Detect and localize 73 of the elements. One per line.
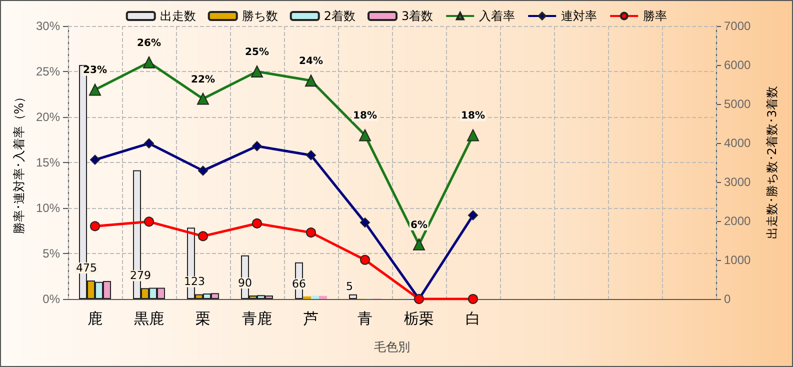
data-label: 66 bbox=[292, 277, 306, 290]
point bbox=[198, 166, 208, 176]
y2-tick-label: 7000 bbox=[724, 19, 752, 33]
y2-tick-label: 4000 bbox=[724, 136, 752, 150]
y2-tick-label: 3000 bbox=[724, 175, 752, 189]
point bbox=[468, 210, 478, 220]
legend-label: 連対率 bbox=[561, 9, 598, 23]
legend-label: 3着数 bbox=[402, 9, 434, 23]
x-tick-label: 白 bbox=[466, 310, 480, 328]
x-tick-label: 栗 bbox=[196, 310, 210, 328]
x-tick-label: 芦 bbox=[304, 310, 318, 328]
y2-tick-label: 1000 bbox=[724, 253, 752, 267]
bar bbox=[319, 296, 327, 299]
y-tick-label: 15% bbox=[36, 156, 60, 170]
data-label: 26% bbox=[137, 38, 161, 49]
point bbox=[251, 66, 263, 78]
data-label: 475 bbox=[76, 261, 97, 274]
x-tick-label: 黒鹿 bbox=[134, 310, 164, 328]
data-label: 23% bbox=[83, 65, 107, 76]
y2-tick-label: 0 bbox=[724, 292, 731, 306]
point bbox=[360, 254, 370, 265]
point bbox=[468, 294, 478, 304]
y2-tick-label: 5000 bbox=[724, 97, 752, 111]
y2-tick-label: 6000 bbox=[724, 58, 752, 72]
legend-label: 入着率 bbox=[479, 9, 516, 23]
point bbox=[90, 221, 100, 232]
y-tick-label: 5% bbox=[42, 246, 60, 260]
data-label: 18% bbox=[353, 110, 377, 122]
point bbox=[198, 231, 208, 242]
legend-label: 出走数 bbox=[160, 9, 196, 23]
point bbox=[413, 238, 425, 250]
y-axis-title: 勝率･連対率･入着率（%） bbox=[12, 90, 26, 234]
point bbox=[306, 228, 316, 238]
data-label: 279 bbox=[130, 269, 151, 282]
point bbox=[144, 216, 154, 227]
y2-tick-label: 2000 bbox=[724, 214, 752, 228]
bar bbox=[303, 296, 311, 299]
point bbox=[252, 141, 262, 152]
point bbox=[305, 74, 317, 87]
point bbox=[467, 129, 479, 142]
x-tick-label: 青鹿 bbox=[242, 310, 272, 328]
point bbox=[90, 154, 100, 165]
y-tick-label: 10% bbox=[36, 201, 60, 215]
point bbox=[252, 218, 262, 228]
y-tick-label: 20% bbox=[36, 110, 60, 124]
x-axis-title: 毛色別 bbox=[374, 340, 410, 354]
point bbox=[144, 138, 154, 148]
data-label: 6% bbox=[410, 220, 428, 231]
legend-label: 2着数 bbox=[324, 9, 356, 23]
x-tick-label: 栃栗 bbox=[404, 310, 434, 328]
y-tick-label: 0% bbox=[42, 292, 60, 306]
y2-axis-title: 出走数･勝ち数･2着数･3着数 bbox=[765, 86, 779, 240]
data-label: 18% bbox=[461, 110, 485, 122]
data-label: 25% bbox=[245, 47, 269, 58]
bar bbox=[311, 296, 319, 299]
data-label: 5 bbox=[346, 280, 353, 293]
data-label: 22% bbox=[191, 74, 215, 86]
data-label: 90 bbox=[238, 276, 252, 290]
x-tick-label: 青 bbox=[358, 310, 372, 328]
x-tick-label: 鹿 bbox=[88, 310, 102, 328]
data-label: 24% bbox=[299, 56, 323, 68]
y-tick-label: 30% bbox=[36, 19, 60, 33]
point bbox=[306, 150, 316, 160]
point bbox=[360, 218, 370, 228]
point bbox=[89, 84, 101, 96]
bar bbox=[349, 294, 357, 299]
point bbox=[197, 92, 209, 105]
point bbox=[359, 129, 371, 142]
legend-label: 勝ち数 bbox=[242, 9, 278, 23]
y-tick-label: 25% bbox=[36, 64, 60, 78]
legend-label: 勝率 bbox=[643, 9, 668, 23]
data-label: 123 bbox=[184, 275, 205, 288]
point bbox=[143, 56, 155, 68]
